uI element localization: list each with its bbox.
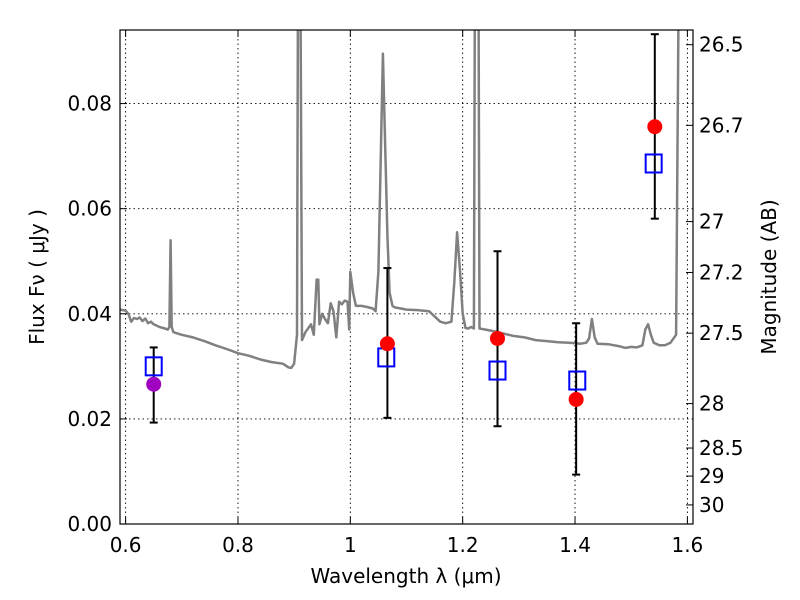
model-photometry-square [488,360,507,381]
model-photometry-square [644,153,663,174]
y-axis-label: Flux Fν ( μJy ) [25,209,49,345]
y-tick-label: 0.04 [67,302,112,326]
mag-tick-label: 27.5 [699,321,744,345]
y-tick-label: 0.02 [67,407,112,431]
observed-point [647,119,663,135]
mag-tick-label: 27 [699,210,724,234]
model-spectrum-line [120,30,680,370]
model-photometry-square [144,356,163,377]
y-tick-label: 0.06 [67,197,112,221]
x-tick-label: 1 [344,533,357,557]
mag-tick-label: 26.7 [699,113,744,137]
x-axis-label: Wavelength λ (μm) [310,564,501,588]
observed-point [568,391,584,407]
mag-tick-label: 28 [699,392,724,416]
y-tick-label: 0.00 [67,512,112,536]
mag-tick-label: 29 [699,464,724,488]
mag-tick-label: 27.2 [699,260,744,284]
x-tick-label: 1.4 [559,533,591,557]
x-tick-label: 1.6 [671,533,703,557]
x-tick-label: 0.6 [110,533,142,557]
observed-point [490,330,506,346]
mag-tick-label: 30 [699,493,724,517]
mag-tick-label: 26.5 [699,33,744,57]
observed-point [379,336,395,352]
y-tick-label: 0.08 [67,92,112,116]
plot-frame [119,29,694,525]
mag-tick-label: 28.5 [699,436,744,460]
observed-point [146,376,162,392]
model-photometry-square [568,370,587,391]
x-tick-label: 1.2 [447,533,479,557]
data-layer [120,30,680,476]
axes: 0.6 0.8 1 1.2 1.4 1.6 0.00 0.02 0.04 0.06 0.08 26.5… [67,30,744,557]
right-axis-label: Magnitude (AB) [757,199,781,354]
x-tick-label: 0.8 [222,533,254,557]
